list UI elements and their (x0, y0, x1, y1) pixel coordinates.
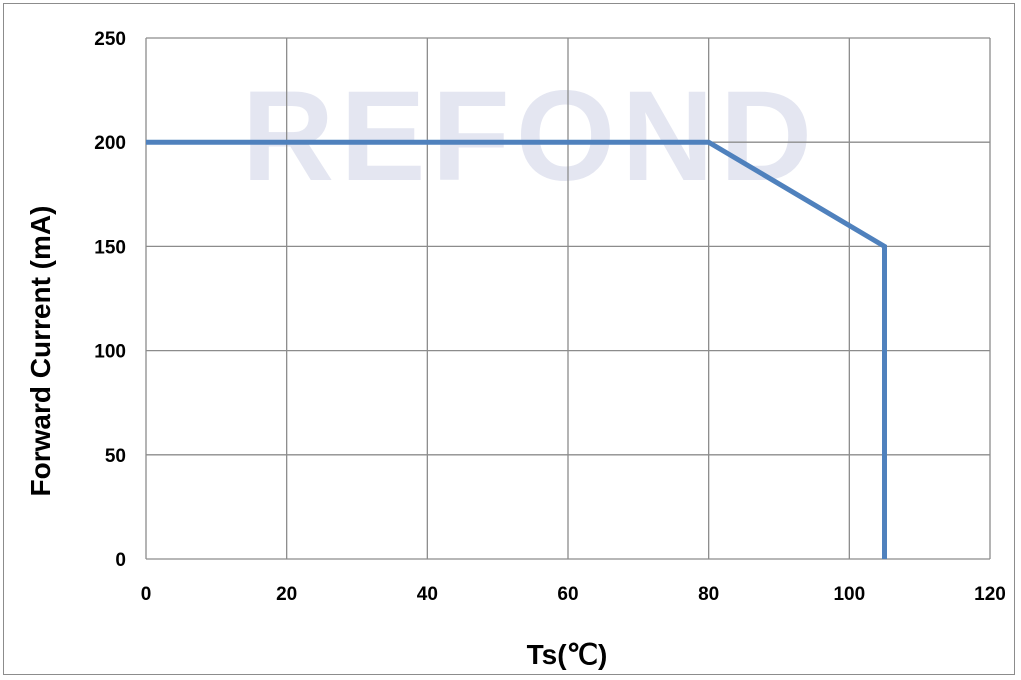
x-tick-label: 80 (698, 584, 719, 605)
x-tick-label: 100 (833, 584, 865, 605)
watermark: REFOND (242, 65, 818, 208)
grid (145, 37, 991, 560)
series-line (146, 139, 887, 559)
y-tick-label: 250 (94, 29, 126, 50)
y-axis-title: Forward Current (mA) (25, 206, 56, 497)
y-tick-label: 200 (94, 133, 126, 154)
y-tick-label: 100 (94, 342, 126, 363)
x-tick-labels: 0 20 40 60 80 100 120 (141, 584, 1006, 605)
x-tick-label: 40 (417, 584, 438, 605)
y-tick-labels: 0 50 100 150 200 250 (94, 29, 126, 571)
series-layer (146, 139, 887, 559)
watermark-text: REFOND (242, 65, 818, 208)
chart-frame (3, 3, 1015, 675)
y-tick-label: 0 (115, 550, 126, 571)
x-tick-label: 60 (557, 584, 578, 605)
x-tick-label: 20 (276, 584, 297, 605)
x-tick-label: 120 (974, 584, 1006, 605)
x-tick-label: 0 (141, 584, 152, 605)
y-tick-label: 150 (94, 237, 126, 258)
y-tick-label: 50 (105, 446, 126, 467)
x-axis-title: Ts(℃) (527, 639, 608, 670)
